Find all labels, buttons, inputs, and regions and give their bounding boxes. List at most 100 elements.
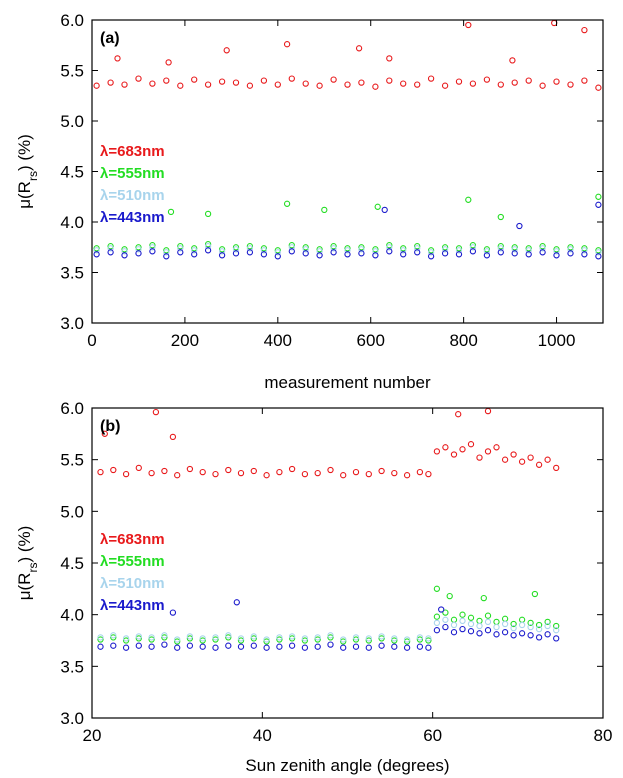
panel-b-point-683nm [518,458,526,465]
panel-b-point-510nm [314,634,321,641]
panel-a-y-tick-label: 3.5 [60,264,84,283]
panel-b-point-443nm [484,627,492,634]
panel-b-point-510nm [352,634,360,641]
panel-a-point-683nm [465,21,472,29]
panel-a-point-555nm [553,246,560,253]
panel-a-point-443nm [525,251,532,258]
panel-b-point-510nm [135,633,142,640]
panel-a-point-683nm [218,78,226,85]
panel-b-point-555nm [442,609,449,616]
panel-a-point-683nm [316,82,323,89]
panel-a-point-555nm [177,243,184,250]
panel-a-point-510nm [344,247,351,254]
panel-a-point-555nm [302,244,309,251]
panel-a-point-443nm [511,250,518,257]
panel-a-point-443nm [553,252,560,259]
panel-a-point-555nm [107,243,114,250]
panel-a-point-443nm [288,248,295,255]
panel-b-point-510nm [510,624,517,632]
panel-b-point-555nm [544,618,551,626]
panel-b-point-555nm [340,638,347,645]
panel-a-point-510nm [177,245,184,252]
panel-a-point-683nm [595,84,602,91]
panel-a-point-683nm [302,80,309,87]
panel-a-point-683nm [232,79,240,86]
panel-b-point-683nm [169,433,177,441]
panel-b-point-443nm [186,642,194,649]
panel-a-point-555nm [497,243,504,250]
panel-b-point-443nm [263,644,270,651]
panel-a-point-555nm [288,242,295,249]
panel-a-point-555nm [455,245,463,252]
panel-a-point-555nm [595,247,602,254]
panel-a-point-443nm [163,253,170,260]
panel-a-y-tick-label: 4.0 [60,213,84,232]
panel-b-point-510nm [276,634,283,641]
panel-a-point-510nm [358,246,365,253]
panel-a-point-683nm [455,78,463,85]
panel-a-point-443nm [274,253,281,260]
panel-a-point-683nm [539,82,546,89]
panel-b-point-555nm [510,620,517,628]
panel-b-point-555nm [433,585,441,592]
panel-b-point-683nm [459,446,466,453]
panel-b-legend-683nm: λ=683nm [100,531,165,548]
panel-b-y-tick-label: 5.0 [60,502,84,521]
panel-a-point-443nm [386,248,393,255]
panel-b-point-443nm [135,642,142,649]
panel-b-point-510nm [212,634,219,641]
panel-a-point-555nm [525,245,532,252]
panel-b-point-555nm [122,637,130,644]
panel-b-point-510nm [535,625,543,633]
panel-b-y-tick-label: 3.5 [60,657,84,676]
panel-a-point-510nm [135,246,142,253]
panel-b-point-443nm [450,629,458,636]
panel-b-point-555nm [250,635,257,642]
panel-a-point-510nm [204,243,212,250]
panel-a-point-683nm [121,81,128,88]
panel-b-point-443nm [459,625,466,633]
panel-a-point-555nm [372,246,379,253]
panel-b-point-510nm [484,618,492,626]
panel-b-point-443nm [169,609,177,616]
panel-a-point-683nm [400,80,407,87]
panel-b-point-555nm [518,616,526,623]
panel-b-point-443nm [301,644,309,651]
panel-b-point-683nm [527,454,534,461]
panel-b-point-443nm [110,642,117,649]
panel-a-point-510nm [386,244,393,251]
panel-b-point-683nm [450,451,458,458]
panel-a-x-tick-label: 0 [87,331,96,350]
panel-b-point-443nm [174,644,181,651]
panel-b-point-510nm [301,635,309,642]
panel-a-point-683nm [344,81,351,88]
panel-b-point-683nm [186,465,194,473]
panel-a-point-555nm [469,242,477,249]
panel-a-point-683nm [204,81,212,88]
panel-b-point-683nm [101,430,108,437]
panel-a-y-tick-label: 5.0 [60,112,84,131]
panel-a-point-555nm [167,208,175,216]
panel-b-point-683nm [199,468,206,476]
panel-b-point-443nm [225,642,232,649]
panel-a-point-510nm [163,249,170,256]
panel-a-point-443nm [441,250,449,257]
panel-a-x-tick-label: 800 [449,331,477,350]
panel-b-point-510nm [467,620,475,628]
panel-a-point-510nm [372,248,379,255]
panel-a-point-555nm [511,244,518,251]
panel-b-point-683nm [225,466,232,474]
panel-a-point-510nm [232,246,240,253]
panel-b-point-683nm [340,472,347,479]
panel-a-point-555nm [218,246,226,253]
panel-b-point-510nm [403,636,411,643]
panel-b-point-443nm [553,635,560,642]
panel-b-x-tick-label: 60 [423,726,442,745]
panel-b-point-443nm [493,631,500,638]
panel-b-point-555nm [352,636,360,643]
panel-b-point-683nm [263,472,270,479]
panel-b-point-510nm [527,623,534,631]
panel-b-point-683nm [501,456,509,463]
panel-a-point-555nm [204,241,212,248]
panel-b-point-683nm [327,466,334,474]
